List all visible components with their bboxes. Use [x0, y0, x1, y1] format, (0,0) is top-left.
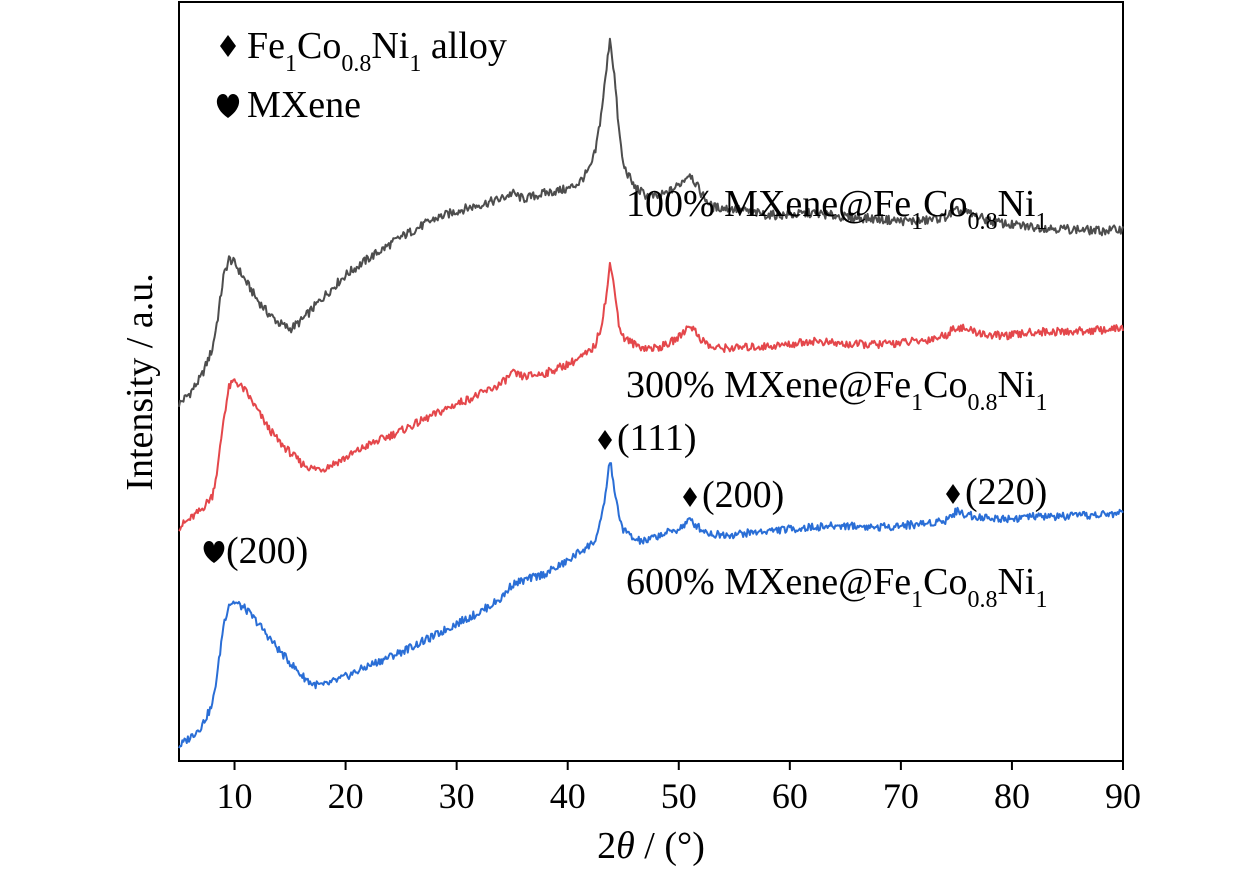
y-axis-title: Intensity / a.u.	[119, 273, 161, 490]
legend-entry-alloy: Fe1Co0.8Ni1 alloy	[220, 25, 507, 77]
diamond-icon	[946, 484, 960, 504]
series-label-100: 100% MXene@Fe1Co0.8Ni1	[626, 183, 1047, 235]
series-label-600: 600% MXene@Fe1Co0.8Ni1	[626, 561, 1047, 613]
x-tick-label: 30	[439, 776, 475, 816]
x-tick-label: 40	[550, 776, 586, 816]
legend-label-mxene: MXene	[247, 84, 361, 126]
peak-label-text: (220)	[965, 471, 1047, 513]
peak-label-text: (200)	[702, 474, 784, 516]
series-line-600	[178, 462, 1124, 749]
legend-label-alloy: Fe1Co0.8Ni1 alloy	[247, 25, 507, 77]
peak-label-text: (111)	[617, 417, 697, 459]
series-layer	[178, 37, 1124, 749]
diamond-icon	[598, 430, 612, 450]
diamond-icon	[683, 487, 697, 507]
peak-label-mxene-200: (200)	[203, 530, 308, 572]
peak-label-text: (200)	[226, 530, 308, 572]
heart-icon	[216, 94, 240, 118]
series-line-100	[178, 37, 1124, 408]
series-line-300	[178, 261, 1124, 532]
diamond-icon	[220, 35, 236, 57]
peak-label-alloy-111: (111)	[598, 417, 697, 459]
legend: Fe1Co0.8Ni1 alloy MXene	[216, 25, 507, 126]
series-label-300: 300% MXene@Fe1Co0.8Ni1	[626, 364, 1047, 416]
peak-label-alloy-220: (220)	[946, 471, 1047, 513]
legend-entry-mxene: MXene	[216, 84, 361, 126]
x-tick-label: 70	[883, 776, 919, 816]
x-axis-title: 2θ / (°)	[597, 825, 705, 867]
heart-icon	[203, 541, 225, 563]
plot-frame	[178, 1, 1124, 762]
x-tick-label: 10	[217, 776, 253, 816]
x-tick-label: 50	[661, 776, 697, 816]
x-tick-label: 60	[772, 776, 808, 816]
x-axis-ticks: 10 20 30 40 50 60 70 80 90	[217, 761, 1141, 816]
peak-label-alloy-200: (200)	[683, 474, 784, 516]
x-tick-label: 90	[1105, 776, 1141, 816]
x-tick-label: 80	[994, 776, 1030, 816]
x-tick-label: 20	[328, 776, 364, 816]
